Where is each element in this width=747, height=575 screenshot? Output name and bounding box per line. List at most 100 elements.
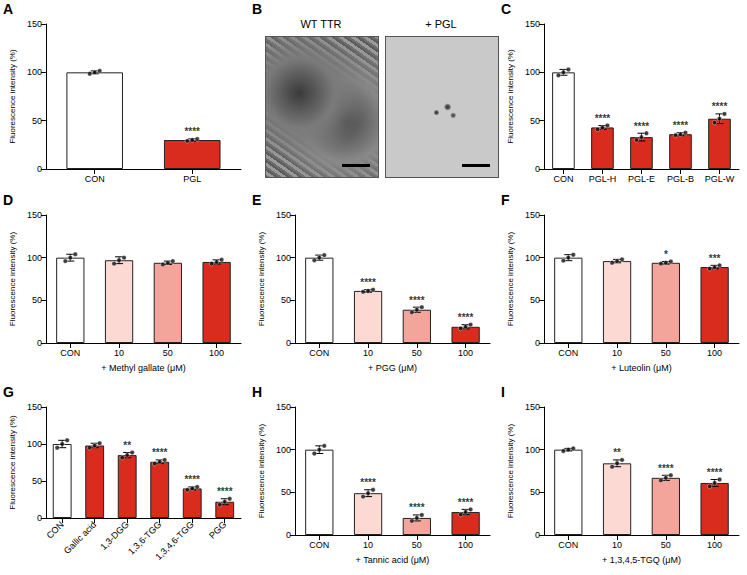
svg-text:CON: CON (60, 348, 80, 358)
svg-text:Fluorescence intensity (%): Fluorescence intensity (%) (8, 232, 17, 327)
svg-text:Fluorescence intensity (%): Fluorescence intensity (%) (8, 49, 17, 144)
svg-text:+ PGG (μM): + PGG (μM) (368, 363, 417, 373)
svg-text:100: 100 (27, 67, 42, 77)
svg-text:150: 150 (276, 402, 291, 412)
svg-text:50: 50 (281, 487, 291, 497)
svg-text:PGL-B: PGL-B (667, 174, 694, 184)
svg-text:Fluorescence intensity (%): Fluorescence intensity (%) (506, 232, 515, 327)
svg-text:PGG: PGG (207, 519, 228, 540)
svg-text:100: 100 (707, 348, 722, 358)
svg-text:Gallic acid: Gallic acid (62, 519, 98, 555)
svg-text:50: 50 (412, 540, 422, 550)
svg-text:Fluorescence intensity (%): Fluorescence intensity (%) (506, 424, 515, 519)
svg-text:CON: CON (553, 174, 573, 184)
svg-text:****: **** (458, 497, 474, 508)
svg-text:10: 10 (114, 348, 124, 358)
svg-text:PGL-H: PGL-H (589, 174, 617, 184)
svg-text:+ Tannic acid (μM): + Tannic acid (μM) (356, 555, 430, 565)
svg-text:Fluorescence intensity (%): Fluorescence intensity (%) (506, 49, 515, 144)
svg-text:100: 100 (276, 253, 291, 263)
svg-text:150: 150 (525, 210, 540, 220)
svg-text:CON: CON (309, 540, 329, 550)
svg-text:100: 100 (458, 540, 473, 550)
svg-text:50: 50 (661, 348, 671, 358)
svg-text:CON: CON (45, 519, 66, 540)
svg-text:100: 100 (27, 253, 42, 263)
svg-text:Fluorescence intensity (%): Fluorescence intensity (%) (8, 415, 17, 510)
svg-text:50: 50 (163, 348, 173, 358)
svg-text:****: **** (458, 312, 474, 323)
svg-text:100: 100 (525, 67, 540, 77)
svg-text:**: ** (613, 447, 621, 458)
svg-text:+ Luteolin (μM): + Luteolin (μM) (611, 363, 671, 373)
svg-text:10: 10 (612, 348, 622, 358)
svg-text:150: 150 (276, 210, 291, 220)
svg-text:150: 150 (27, 402, 42, 412)
svg-text:50: 50 (32, 476, 42, 486)
svg-text:***: *** (709, 253, 721, 264)
svg-text:100: 100 (27, 439, 42, 449)
svg-text:****: **** (360, 477, 376, 488)
svg-text:150: 150 (27, 210, 42, 220)
svg-text:PGL-E: PGL-E (628, 174, 655, 184)
svg-text:100: 100 (209, 348, 224, 358)
svg-text:10: 10 (363, 348, 373, 358)
svg-text:CON: CON (85, 174, 105, 184)
svg-text:10: 10 (612, 540, 622, 550)
svg-text:1,3,4,6-TGG: 1,3,4,6-TGG (153, 519, 195, 561)
svg-text:100: 100 (458, 348, 473, 358)
svg-text:0: 0 (286, 338, 291, 348)
svg-text:****: **** (658, 463, 674, 474)
svg-text:0: 0 (535, 164, 540, 174)
svg-text:****: **** (634, 121, 650, 132)
svg-text:1,3-DGG: 1,3-DGG (98, 519, 130, 551)
html-text:WT TTR: WT TTR (300, 18, 342, 30)
svg-text:****: **** (360, 277, 376, 288)
svg-text:10: 10 (363, 540, 373, 550)
svg-text:150: 150 (525, 19, 540, 29)
svg-text:50: 50 (32, 295, 42, 305)
svg-text:100: 100 (525, 445, 540, 455)
svg-text:****: **** (595, 113, 611, 124)
svg-text:0: 0 (535, 338, 540, 348)
svg-text:50: 50 (661, 540, 671, 550)
svg-text:0: 0 (535, 530, 540, 540)
html-text:+ PGL: + PGL (425, 18, 457, 30)
svg-text:0: 0 (37, 164, 42, 174)
svg-text:*: * (664, 249, 668, 260)
svg-text:****: **** (152, 447, 168, 458)
svg-text:CON: CON (558, 348, 578, 358)
svg-text:50: 50 (412, 348, 422, 358)
svg-text:****: **** (673, 120, 689, 131)
svg-text:50: 50 (530, 487, 540, 497)
svg-text:100: 100 (525, 253, 540, 263)
svg-text:****: **** (217, 486, 233, 497)
svg-text:Fluorescence intensity (%): Fluorescence intensity (%) (257, 424, 266, 519)
svg-text:150: 150 (525, 402, 540, 412)
svg-text:50: 50 (32, 116, 42, 126)
svg-text:Fluorescence intensity (%): Fluorescence intensity (%) (257, 232, 266, 327)
svg-text:**: ** (123, 440, 131, 451)
svg-text:50: 50 (281, 295, 291, 305)
svg-text:CON: CON (558, 540, 578, 550)
svg-text:0: 0 (37, 513, 42, 523)
svg-text:0: 0 (286, 530, 291, 540)
svg-text:100: 100 (707, 540, 722, 550)
svg-text:+ 1,3,4,5-TGQ (μM): + 1,3,4,5-TGQ (μM) (602, 555, 681, 565)
svg-text:****: **** (409, 502, 425, 513)
svg-text:50: 50 (530, 116, 540, 126)
svg-text:50: 50 (530, 295, 540, 305)
svg-text:150: 150 (27, 19, 42, 29)
svg-text:****: **** (409, 295, 425, 306)
svg-text:PGL-W: PGL-W (705, 174, 735, 184)
svg-text:PGL: PGL (183, 174, 201, 184)
svg-text:+ Methyl gallate (μM): + Methyl gallate (μM) (101, 363, 185, 373)
svg-text:****: **** (712, 101, 728, 112)
svg-text:****: **** (707, 467, 723, 478)
svg-text:****: **** (184, 474, 200, 485)
svg-text:****: **** (184, 126, 200, 137)
svg-text:1,3,6-TGG: 1,3,6-TGG (126, 519, 164, 557)
svg-text:100: 100 (276, 445, 291, 455)
svg-text:CON: CON (309, 348, 329, 358)
svg-text:0: 0 (37, 338, 42, 348)
